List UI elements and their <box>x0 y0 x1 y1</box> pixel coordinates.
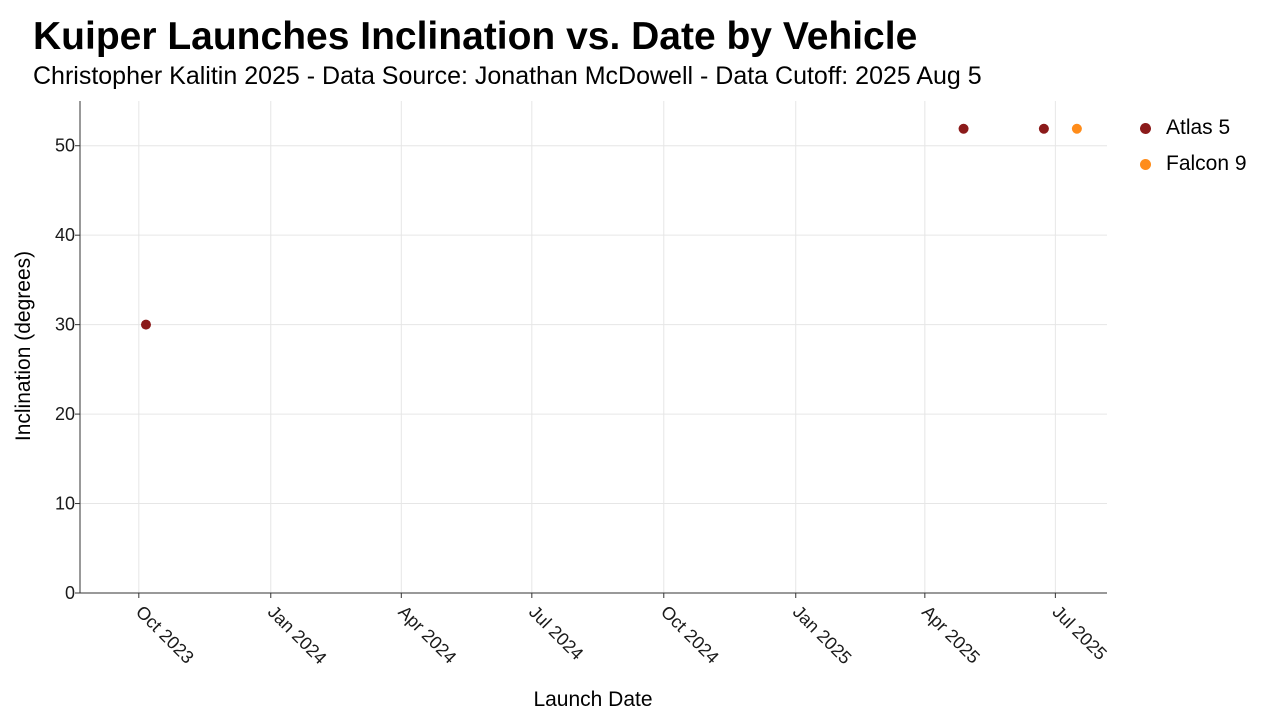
x-tick-label: Jul 2024 <box>525 602 587 664</box>
x-tick-label: Apr 2025 <box>918 602 984 668</box>
x-tick-label: Oct 2024 <box>657 602 723 668</box>
legend-item-falcon-9[interactable]: Falcon 9 <box>1140 146 1247 182</box>
x-tick-label: Oct 2023 <box>132 602 198 668</box>
tick-labels: 0 10 20 30 40 50 Oct 2023 Jan 2024 Apr 2024 Jul 2… <box>55 136 1111 668</box>
x-tick-label: Apr 2024 <box>394 602 460 668</box>
data-point-atlas-5 <box>958 123 969 134</box>
data-point-falcon-9 <box>1071 123 1082 134</box>
y-tick-label: 20 <box>55 404 75 424</box>
y-tick-label: 0 <box>65 583 75 603</box>
legend: Atlas 5 Falcon 9 <box>1140 110 1247 182</box>
legend-item-atlas-5[interactable]: Atlas 5 <box>1140 110 1247 146</box>
x-axis-title: Launch Date <box>533 688 652 711</box>
y-tick-label: 40 <box>55 225 75 245</box>
legend-marker-falcon-9 <box>1140 158 1151 170</box>
data-point-atlas-5 <box>140 319 151 330</box>
x-tick-label: Jul 2025 <box>1049 602 1111 664</box>
chart-subtitle: Christopher Kalitin 2025 - Data Source: … <box>33 62 982 90</box>
y-tick-label: 30 <box>55 315 75 335</box>
chart-title: Kuiper Launches Inclination vs. Date by … <box>33 15 918 58</box>
grid <box>80 101 1107 593</box>
legend-marker-atlas-5 <box>1140 122 1151 134</box>
x-tick-label: Jan 2024 <box>264 602 331 669</box>
x-tick-label: Jan 2025 <box>789 602 856 669</box>
legend-label-atlas-5: Atlas 5 <box>1166 116 1231 139</box>
y-axis-title: Inclination (degrees) <box>12 251 35 441</box>
legend-label-falcon-9: Falcon 9 <box>1166 152 1247 175</box>
data-points <box>140 123 1082 330</box>
data-point-atlas-5 <box>1038 123 1049 134</box>
axes <box>75 101 1107 598</box>
y-tick-label: 10 <box>55 494 75 514</box>
y-tick-label: 50 <box>55 136 75 156</box>
